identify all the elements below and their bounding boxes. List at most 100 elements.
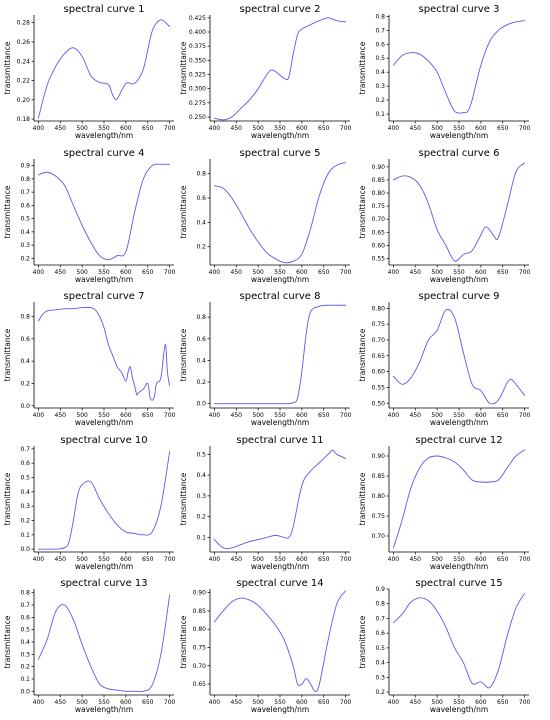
x-tick-label: 600	[475, 412, 487, 419]
y-tick-label: 0.1	[20, 676, 30, 683]
chart-panel-15: spectral curve 15 400 450 500 550 600 650 700 0.…	[358, 578, 531, 714]
chart-panel-3: spectral curve 3 400 450 500 550 600 650 700 0.1…	[358, 4, 531, 140]
x-tick-label: 550	[453, 125, 465, 132]
x-tick-label: 400	[33, 125, 45, 132]
chart-panel-10: spectral curve 10 400 450 500 550 600 650 700 0.…	[3, 435, 176, 571]
chart-title-2: spectral curve 2	[240, 4, 321, 15]
x-tick-label: 550	[274, 412, 286, 419]
x-tick-label: 700	[340, 125, 352, 132]
series-line-12	[392, 449, 526, 549]
y-tick-label: 0.8	[196, 314, 206, 321]
x-tick-label: 500	[431, 556, 443, 563]
y-tick-label: 0.80	[193, 626, 207, 633]
x-tick-label: 550	[98, 125, 110, 132]
x-tick-label: 700	[340, 412, 352, 419]
y-tick-label: 0.90	[372, 164, 386, 171]
y-tick-label: 0.3	[20, 242, 30, 249]
y-tick-label: 0.350	[189, 57, 206, 64]
y-tick-label: 0.22	[17, 78, 31, 85]
x-tick-label: 450	[410, 412, 422, 419]
y-tick-label: 0.3	[196, 493, 206, 500]
chart-panel-2: spectral curve 2 400 450 500 550 600 650 700 0.2…	[179, 4, 352, 140]
y-axis-label: transmittance	[179, 328, 188, 381]
series-line-8	[213, 304, 347, 405]
y-tick-label: 0.9	[375, 586, 385, 593]
y-tick-label: 0.90	[193, 590, 207, 597]
y-tick-label: 0.20	[17, 97, 31, 104]
y-tick-label: 0.3	[375, 674, 385, 681]
y-tick-label: 0.28	[17, 20, 31, 27]
x-tick-label: 600	[120, 269, 132, 276]
x-axis-label: wavelength/nm	[251, 705, 309, 714]
x-tick-label: 650	[318, 269, 330, 276]
x-tick-label: 400	[209, 125, 221, 132]
y-tick-label: 0.70	[372, 533, 386, 540]
x-tick-label: 700	[164, 699, 176, 706]
chart-panel-1: spectral curve 1 400 450 500 550 600 650 700 0.1…	[3, 4, 176, 140]
y-tick-label: 0.80	[372, 493, 386, 500]
y-axis-label: transmittance	[179, 41, 188, 94]
x-axis-label: wavelength/nm	[430, 275, 488, 284]
x-tick-label: 450	[55, 412, 67, 419]
x-tick-label: 650	[142, 269, 154, 276]
x-tick-label: 650	[497, 412, 509, 419]
y-tick-label: 0.2	[20, 517, 30, 524]
x-axis-label: wavelength/nm	[430, 562, 488, 571]
x-tick-label: 500	[76, 269, 88, 276]
x-tick-label: 700	[164, 556, 176, 563]
series-line-9	[392, 308, 526, 405]
y-tick-label: 0.4	[196, 357, 206, 364]
x-axis-label: wavelength/nm	[251, 275, 309, 284]
x-tick-label: 400	[388, 125, 400, 132]
chart-panel-8: spectral curve 8 400 450 500 550 600 650 700 0.0…	[179, 291, 352, 427]
y-tick-label: 0.80	[372, 190, 386, 197]
y-tick-label: 0.6	[196, 195, 206, 202]
y-axis-label: transmittance	[3, 615, 12, 668]
y-tick-label: 0.7	[20, 602, 30, 609]
chart-panel-13: spectral curve 13 400 450 500 550 600 650 700 0.…	[3, 578, 176, 714]
y-tick-label: 0.6	[20, 460, 30, 467]
y-tick-label: 0.5	[196, 451, 206, 458]
x-tick-label: 550	[274, 269, 286, 276]
chart-panel-12: spectral curve 12 400 450 500 550 600 650 700 0.…	[358, 435, 531, 571]
x-tick-label: 550	[98, 269, 110, 276]
chart-title-6: spectral curve 6	[419, 148, 500, 159]
y-tick-label: 0.6	[20, 202, 30, 209]
x-tick-label: 600	[296, 269, 308, 276]
y-axis-label: transmittance	[358, 615, 367, 668]
x-tick-label: 500	[431, 699, 443, 706]
x-tick-label: 550	[98, 699, 110, 706]
x-tick-label: 600	[120, 556, 132, 563]
y-tick-label: 0.8	[375, 13, 385, 20]
x-tick-label: 500	[252, 556, 264, 563]
x-tick-label: 400	[33, 699, 45, 706]
x-tick-label: 600	[475, 699, 487, 706]
y-tick-label: 0.24	[17, 58, 31, 65]
x-tick-label: 500	[431, 412, 443, 419]
y-tick-label: 0.60	[372, 369, 386, 376]
y-tick-label: 0.75	[193, 644, 207, 651]
x-tick-label: 650	[142, 412, 154, 419]
chart-title-13: spectral curve 13	[60, 578, 147, 589]
x-axis-label: wavelength/nm	[251, 562, 309, 571]
y-tick-label: 0.18	[17, 116, 31, 123]
y-tick-label: 0.2	[196, 379, 206, 386]
y-tick-label: 0.4	[20, 358, 30, 365]
y-axis-label: transmittance	[358, 185, 367, 238]
x-tick-label: 600	[475, 269, 487, 276]
y-axis-label: transmittance	[358, 328, 367, 381]
x-tick-label: 400	[209, 699, 221, 706]
x-tick-label: 500	[252, 269, 264, 276]
y-tick-label: 0.0	[20, 546, 30, 553]
x-axis-label: wavelength/nm	[251, 418, 309, 427]
x-tick-label: 650	[142, 556, 154, 563]
y-axis-label: transmittance	[179, 185, 188, 238]
x-tick-label: 500	[252, 699, 264, 706]
x-tick-label: 550	[274, 699, 286, 706]
y-tick-label: 0.6	[196, 336, 206, 343]
series-line-5	[213, 162, 347, 264]
x-tick-label: 550	[453, 269, 465, 276]
y-tick-label: 0.8	[20, 176, 30, 183]
series-line-3	[392, 20, 526, 114]
chart-title-4: spectral curve 4	[64, 148, 145, 159]
